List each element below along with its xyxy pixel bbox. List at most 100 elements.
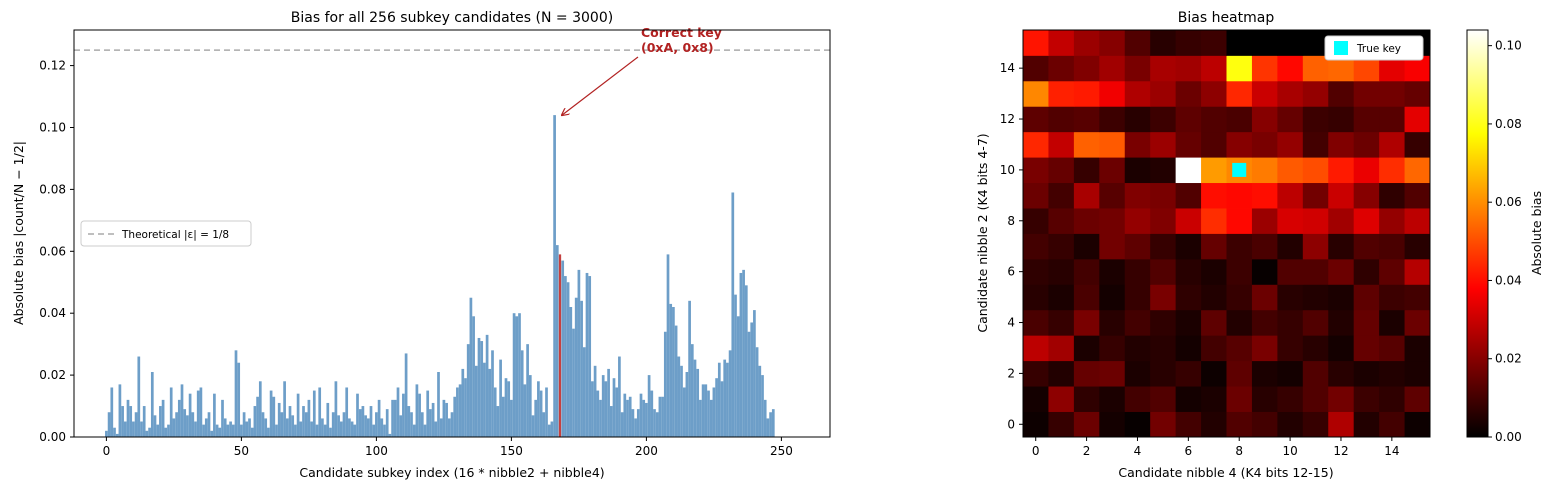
heatmap-cell (1099, 30, 1126, 56)
bar (682, 387, 686, 437)
bar (518, 313, 521, 437)
bar (175, 412, 178, 437)
bar (661, 396, 664, 437)
bar (169, 387, 173, 437)
heatmap-cell (1379, 360, 1405, 387)
bar (450, 412, 454, 437)
heatmap-cell (1099, 233, 1126, 260)
heatmap-cell (1404, 335, 1431, 362)
heatmap-cell (1073, 30, 1100, 56)
bar (194, 421, 197, 437)
bar (564, 276, 567, 437)
heatmap-cell (1175, 208, 1202, 234)
heatmap-cell (1048, 208, 1075, 234)
heatmap-cell (1150, 386, 1177, 412)
bar (712, 387, 716, 437)
bar (437, 372, 440, 437)
bar (461, 368, 465, 437)
bar (464, 378, 467, 437)
heatmap-cell (1048, 80, 1075, 107)
bar (142, 406, 146, 437)
heatmap-cell (1175, 411, 1202, 438)
bar (742, 269, 745, 437)
heatmap-cell (1175, 80, 1202, 107)
heatmap-cell (1175, 258, 1202, 285)
bar (755, 347, 759, 437)
heatmap-cell (1302, 55, 1329, 82)
bar (385, 409, 389, 437)
bar (312, 390, 316, 437)
heatmap-x-tick-label: 8 (1235, 444, 1243, 458)
bar (574, 297, 578, 437)
heatmap-cell (1150, 258, 1177, 285)
heatmap-x-tick-label: 10 (1282, 444, 1297, 458)
bar (747, 331, 751, 437)
bar (674, 325, 678, 437)
bar (145, 430, 149, 437)
bar (345, 387, 349, 437)
bar (501, 396, 505, 437)
bar-x-axis-label: Candidate subkey index (16 * nibble2 + n… (299, 465, 604, 480)
bar (383, 424, 386, 437)
bar (623, 393, 627, 437)
heatmap-cell (1328, 309, 1355, 336)
heatmap-cell (1251, 182, 1278, 209)
bar (353, 424, 357, 437)
bar-legend-box (80, 220, 252, 247)
heatmap-cell (1277, 55, 1304, 82)
heatmap-cell (1124, 182, 1151, 209)
heatmap-cell (1073, 157, 1100, 184)
bar (531, 415, 535, 437)
bar (744, 285, 748, 437)
bar (188, 393, 192, 437)
heatmap-y-ticks: 0 2 4 6 8 10 12 14 (1000, 61, 1023, 431)
heatmap-cell (1175, 360, 1202, 387)
heatmap-cell (1328, 386, 1355, 412)
bar (753, 310, 756, 437)
bar (261, 412, 265, 437)
bar (418, 393, 421, 437)
heatmap-cell (1328, 335, 1355, 362)
heatmap-cell (1073, 360, 1100, 387)
heatmap-cell (1404, 106, 1431, 133)
heatmap-cell (1201, 411, 1227, 438)
bar (350, 421, 354, 437)
heatmap-cell (1048, 258, 1075, 285)
heatmap-cell (1226, 80, 1253, 107)
bar (766, 418, 770, 437)
bar (469, 297, 473, 437)
heatmap-cell (1277, 131, 1304, 158)
bar (523, 384, 527, 437)
heatmap-cell (1099, 131, 1126, 158)
bar (561, 260, 565, 437)
colorbar-tick-label: 0.10 (1495, 39, 1522, 53)
bar-plot-area: 0 50 100 150 200 250 0.00 0.02 0.04 0.06 0.08 0.10… (39, 25, 831, 458)
heatmap-cell (1353, 131, 1380, 158)
bar (618, 356, 621, 437)
bar (534, 399, 538, 437)
heatmap-cell (1302, 131, 1329, 158)
annotation-line1: Correct key (641, 25, 722, 40)
heatmap-cell (1048, 157, 1075, 184)
bar (377, 399, 381, 437)
bar (156, 424, 160, 437)
heatmap-cell (1404, 131, 1431, 158)
bar-chart-title: Bias for all 256 subkey candidates (N = … (291, 10, 613, 26)
bar (636, 409, 640, 437)
heatmap-cell (1251, 335, 1278, 362)
heatmap-cell (1353, 386, 1380, 412)
heatmap-legend: True key (1324, 35, 1424, 61)
bar (223, 418, 227, 437)
heatmap-cell (1379, 182, 1405, 209)
heatmap-cell (1277, 182, 1304, 209)
heatmap-cell (1201, 208, 1227, 234)
heatmap-cell (1073, 411, 1100, 438)
heatmap-cell (1023, 233, 1049, 260)
bar (105, 430, 108, 437)
heatmap-cell (1379, 208, 1405, 234)
bar (653, 409, 656, 437)
bar (650, 390, 654, 437)
bar (431, 402, 435, 437)
bar (264, 418, 268, 437)
heatmap-cell (1150, 80, 1177, 107)
